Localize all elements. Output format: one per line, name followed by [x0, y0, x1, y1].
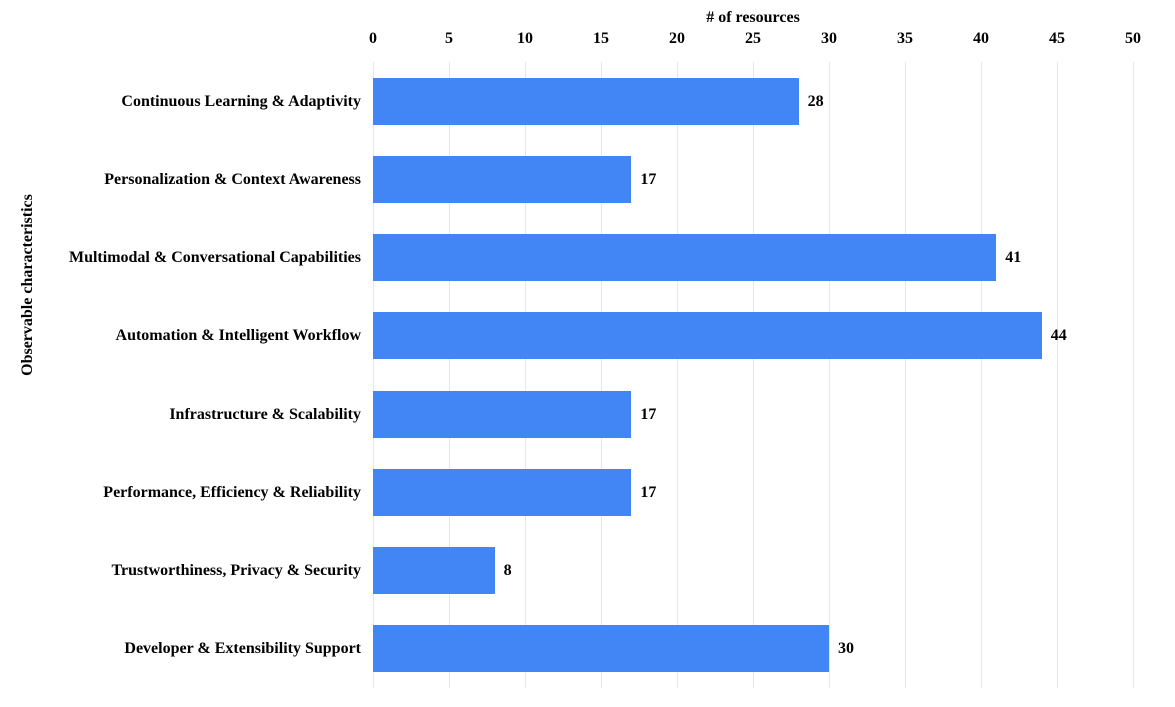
bar-value-label: 17 — [640, 171, 657, 189]
category-label: Multimodal & Conversational Capabilities — [68, 249, 361, 267]
grid-line — [829, 62, 830, 688]
bar-value-label: 17 — [640, 405, 657, 423]
bar-value-label: 28 — [807, 93, 824, 110]
bar-value-label: 17 — [640, 483, 657, 501]
bar — [373, 546, 495, 594]
grid-line — [1057, 62, 1058, 688]
bar — [373, 390, 632, 438]
x-tick-label: 0 — [369, 30, 377, 47]
bar-value-label: 8 — [503, 561, 512, 579]
bar — [373, 78, 799, 125]
x-tick-label: 20 — [669, 30, 685, 47]
x-tick-label: 35 — [897, 30, 913, 47]
x-tick-label: 50 — [1125, 30, 1141, 47]
grid-line — [753, 62, 754, 688]
x-tick-label: 15 — [593, 30, 609, 47]
grid-line — [981, 62, 982, 688]
x-tick-label: 25 — [745, 30, 761, 47]
category-label: Performance, Efficiency & Reliability — [103, 483, 361, 501]
x-tick-label: 40 — [973, 30, 989, 47]
category-label: Trustworthiness, Privacy & Security — [111, 561, 361, 579]
bar — [373, 156, 632, 204]
grid-line — [373, 62, 374, 688]
category-label: Continuous Learning & Adaptivity — [121, 93, 361, 110]
category-label: Personalization & Context Awareness — [104, 171, 361, 189]
grid-line — [525, 62, 526, 688]
grid-line — [1133, 62, 1134, 688]
x-tick-label: 5 — [445, 30, 453, 47]
grid-line — [905, 62, 906, 688]
bar — [373, 234, 997, 282]
grid-line — [449, 62, 450, 688]
category-label: Infrastructure & Scalability — [169, 405, 361, 423]
bar — [373, 312, 1042, 360]
bar-value-label: 41 — [1005, 249, 1022, 267]
bar-value-label: 30 — [838, 640, 854, 658]
x-axis-title: # of resources — [706, 9, 800, 26]
bar-value-label: 44 — [1050, 327, 1067, 345]
category-label: Automation & Intelligent Workflow — [115, 327, 361, 345]
grid-line — [601, 62, 602, 688]
x-tick-label: 10 — [517, 30, 533, 47]
grid-line — [677, 62, 678, 688]
x-tick-label: 30 — [821, 30, 837, 47]
bar — [373, 625, 829, 673]
category-label: Developer & Extensibility Support — [124, 640, 361, 658]
bar — [373, 468, 632, 516]
x-tick-label: 45 — [1049, 30, 1065, 47]
